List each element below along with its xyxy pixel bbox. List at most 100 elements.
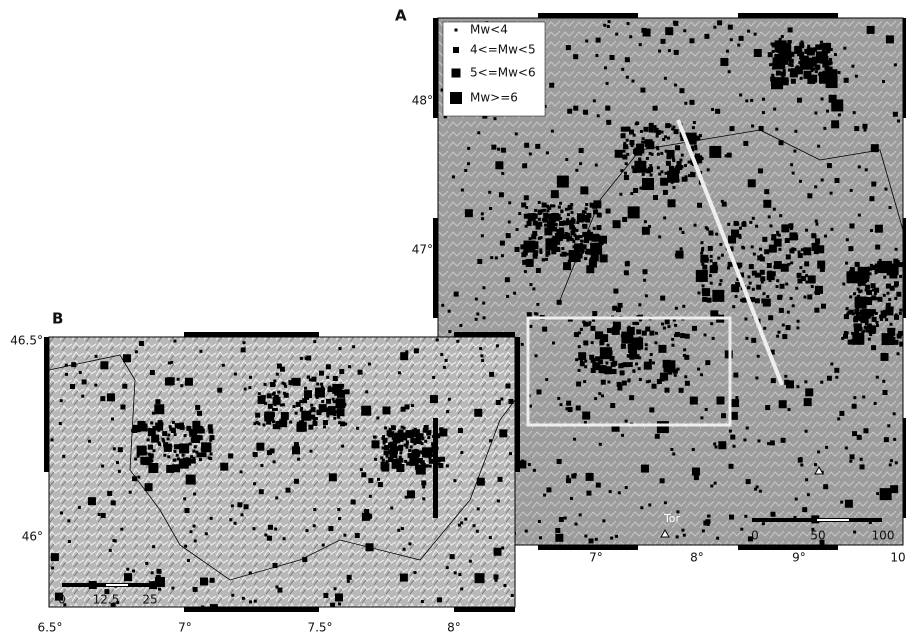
quake <box>424 439 428 443</box>
quake <box>715 266 719 270</box>
quake <box>252 527 256 531</box>
quake <box>709 281 713 285</box>
quake <box>785 79 789 83</box>
quake <box>870 309 876 315</box>
quake <box>778 140 784 146</box>
quake <box>524 529 528 533</box>
quake <box>704 407 708 411</box>
quake <box>497 147 501 151</box>
quake <box>787 408 791 412</box>
quake <box>691 126 695 130</box>
quake <box>788 223 794 229</box>
quake <box>730 434 736 440</box>
quake <box>779 64 783 68</box>
quake <box>595 331 604 340</box>
quake <box>800 248 804 252</box>
quake <box>751 216 755 220</box>
quake <box>673 129 679 135</box>
quake <box>584 534 588 538</box>
quake <box>656 421 669 434</box>
quake <box>810 285 814 289</box>
quake <box>272 460 276 464</box>
quake <box>523 195 529 201</box>
quake <box>482 316 486 320</box>
quake <box>442 365 446 369</box>
quake <box>501 171 505 175</box>
quake <box>598 392 602 396</box>
quake <box>776 334 780 338</box>
quake <box>320 382 324 386</box>
quake <box>629 129 635 135</box>
quake <box>899 308 903 312</box>
quake <box>381 446 385 450</box>
quake <box>671 343 675 347</box>
scale-bar <box>817 519 849 521</box>
quake <box>220 462 229 471</box>
quake <box>662 359 671 368</box>
quake <box>171 586 175 590</box>
quake <box>391 436 395 440</box>
quake <box>829 191 833 195</box>
quake <box>665 160 671 166</box>
quake <box>460 450 464 454</box>
quake <box>638 377 642 381</box>
quake <box>656 379 662 385</box>
quake <box>768 279 772 283</box>
quake <box>558 220 564 226</box>
quake <box>266 535 272 541</box>
quake <box>537 222 541 226</box>
quake <box>582 231 588 237</box>
quake <box>294 411 298 415</box>
quake <box>843 46 847 50</box>
quake <box>886 291 890 295</box>
quake <box>368 494 372 498</box>
quake <box>186 559 190 563</box>
quake <box>514 246 520 252</box>
quake <box>830 227 834 231</box>
quake <box>869 196 875 202</box>
quake <box>149 370 155 376</box>
quake <box>586 490 592 496</box>
quake <box>196 428 202 434</box>
quake <box>295 401 301 407</box>
quake <box>614 149 623 158</box>
quake <box>791 247 795 251</box>
quake <box>638 303 642 307</box>
quake <box>192 449 196 453</box>
quake <box>643 361 652 370</box>
quake <box>701 529 705 533</box>
quake <box>670 447 674 451</box>
quake <box>674 168 680 174</box>
quake <box>638 318 642 322</box>
quake <box>884 187 888 191</box>
quake <box>863 297 872 306</box>
quake <box>853 396 857 400</box>
quake <box>702 298 706 302</box>
quake <box>844 446 848 450</box>
quake <box>837 113 841 117</box>
quake <box>679 227 683 231</box>
quake <box>709 259 713 263</box>
quake <box>535 143 541 149</box>
quake <box>495 161 504 170</box>
x-label: 8° <box>690 551 704 565</box>
quake <box>764 189 770 195</box>
quake <box>302 557 308 563</box>
quake <box>796 272 802 278</box>
quake <box>760 280 764 284</box>
quake <box>413 427 417 431</box>
quake <box>769 63 773 67</box>
quake <box>564 221 568 225</box>
quake <box>632 321 636 325</box>
quake <box>385 454 389 458</box>
quake <box>816 245 825 254</box>
quake <box>619 370 625 376</box>
quake <box>556 229 560 233</box>
quake <box>665 27 674 36</box>
quake <box>816 67 820 71</box>
quake <box>689 99 695 105</box>
quake <box>346 579 350 583</box>
quake <box>679 247 683 251</box>
quake <box>715 108 721 114</box>
quake <box>660 177 669 186</box>
